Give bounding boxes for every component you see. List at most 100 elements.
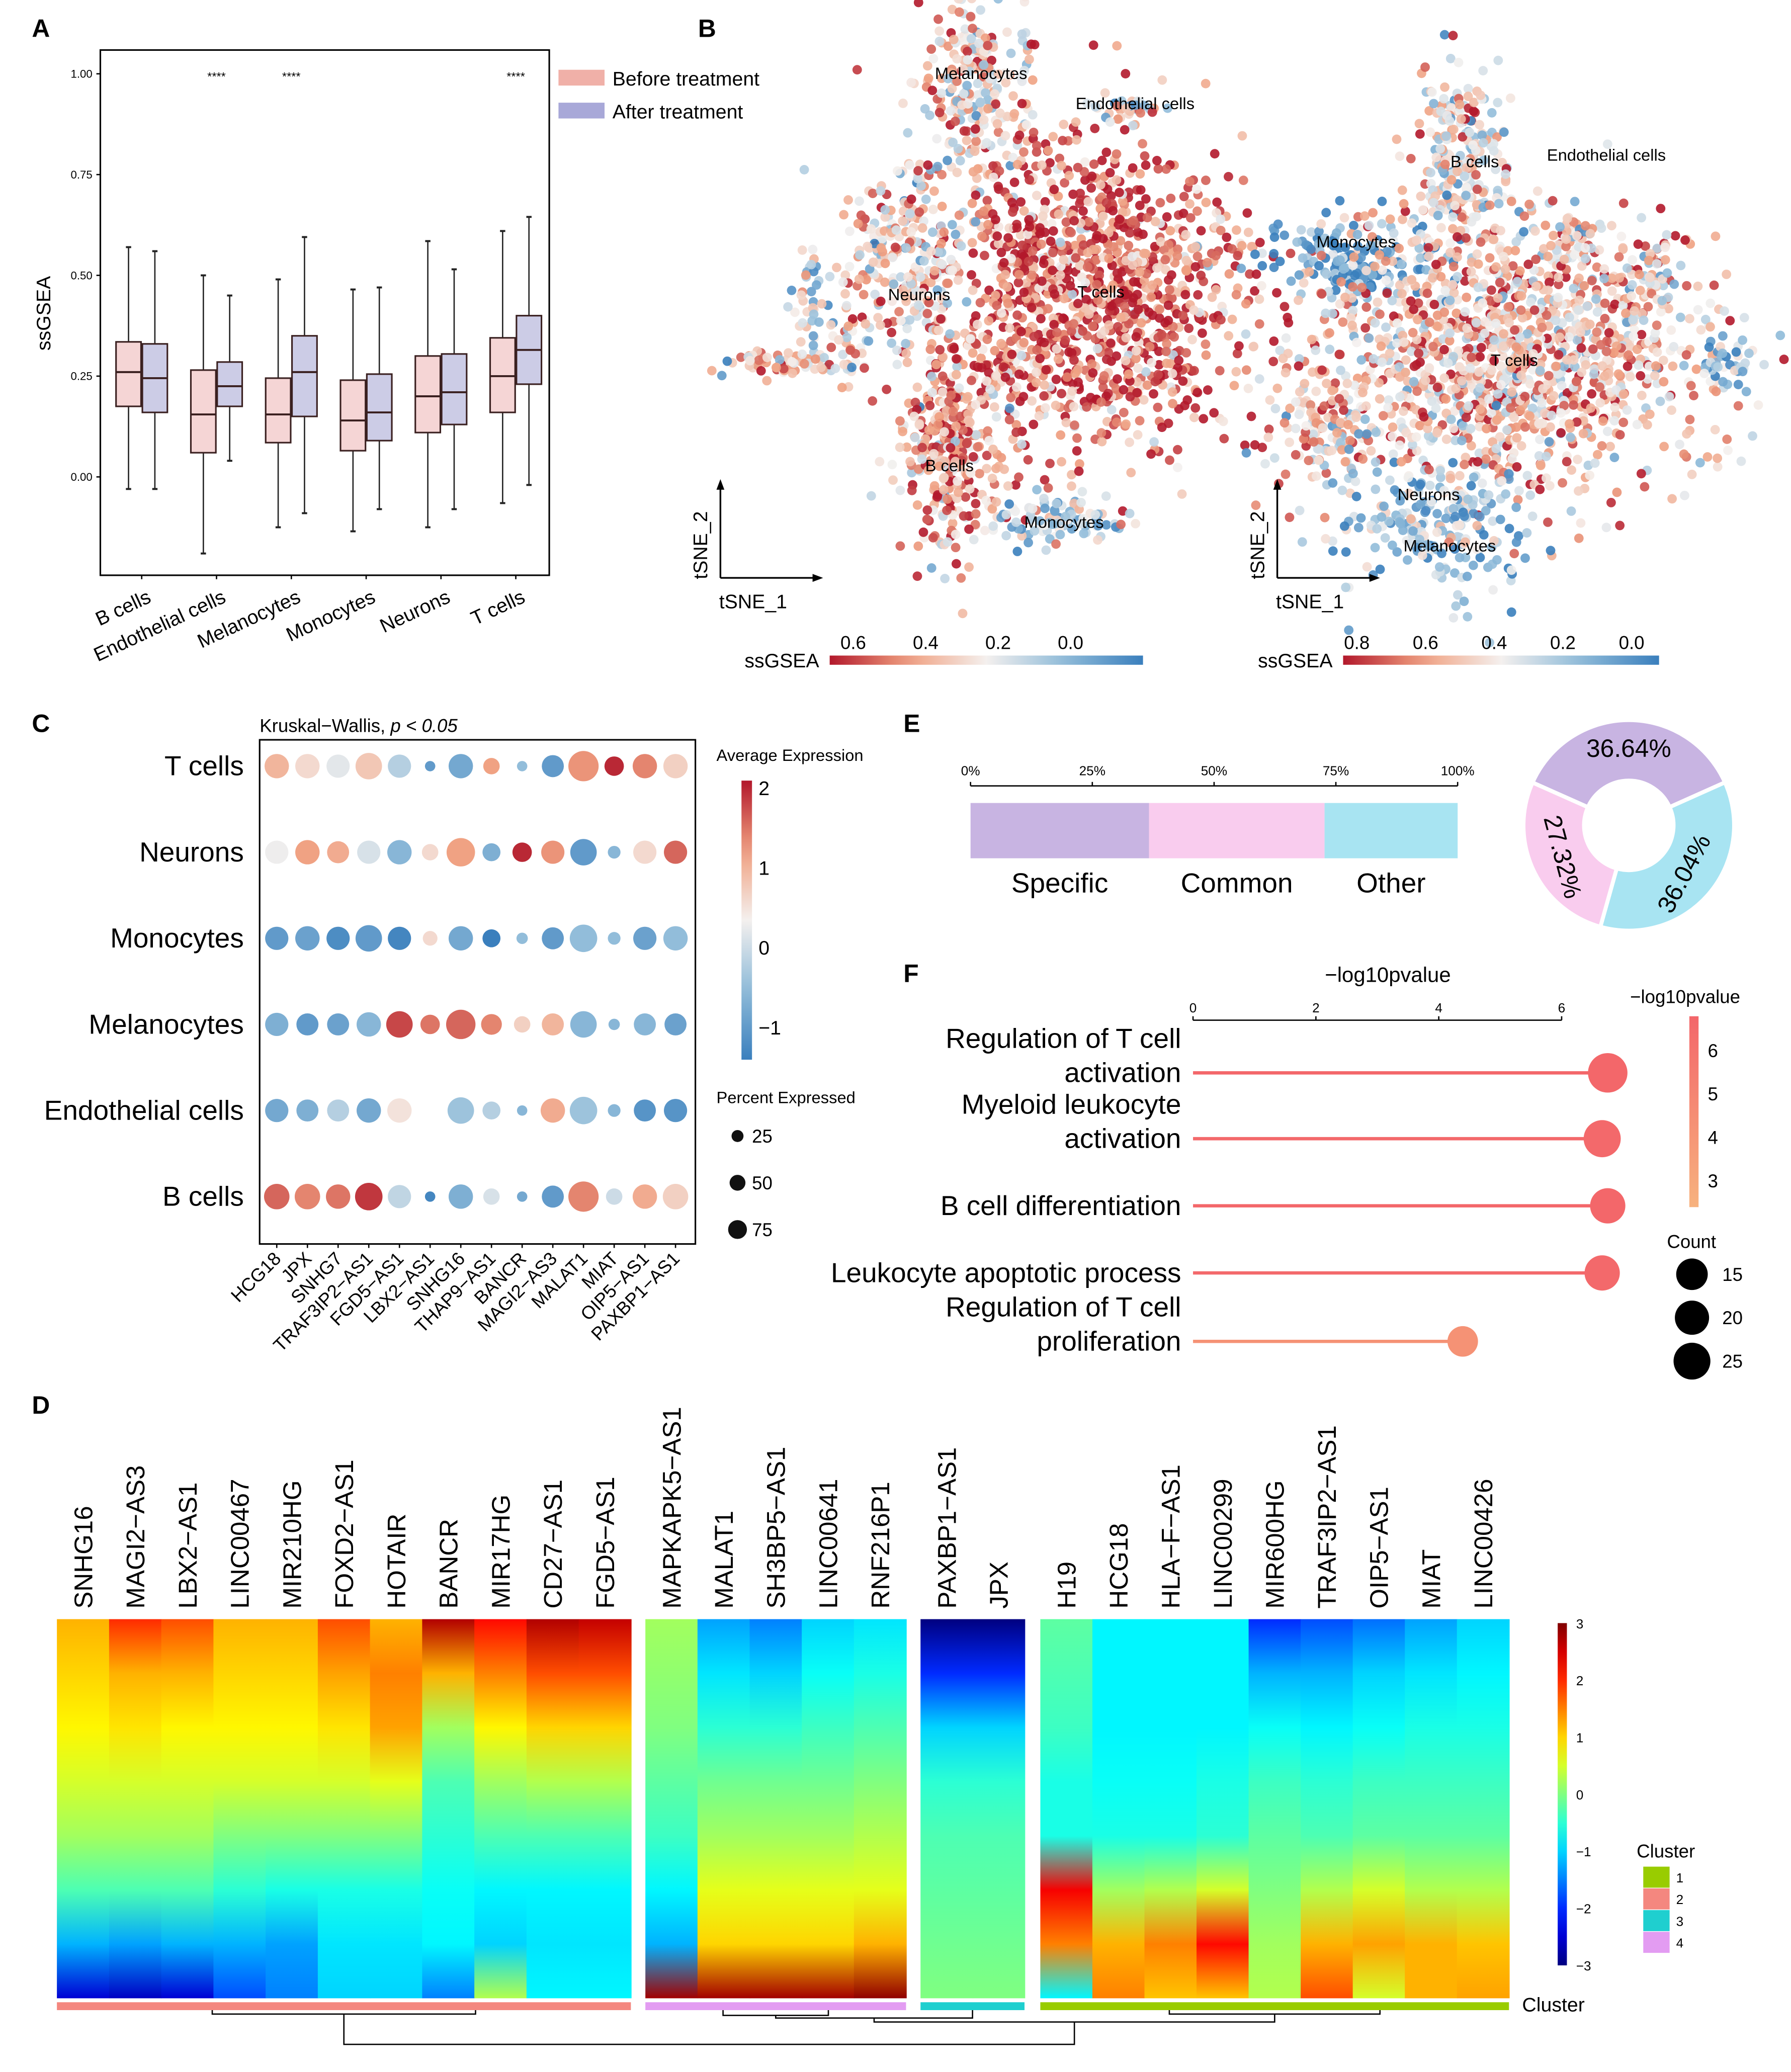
cell-point <box>864 336 874 346</box>
cell-point <box>1043 146 1053 155</box>
cell-point <box>1463 612 1473 622</box>
cell-point <box>1738 335 1748 345</box>
cell-point <box>1371 427 1381 438</box>
cell-point <box>1580 243 1590 253</box>
cell-point <box>1112 268 1122 278</box>
cell-point <box>1544 278 1554 287</box>
arrow-right-icon <box>812 574 823 582</box>
box-before <box>115 341 142 407</box>
cell-point <box>843 321 854 331</box>
lollipop-point <box>1590 1188 1626 1224</box>
cell-point <box>942 505 952 515</box>
cell-point <box>1207 292 1217 302</box>
cell-point <box>1013 278 1024 288</box>
cell-point <box>1058 313 1068 323</box>
cell-point <box>1623 362 1633 371</box>
cell-point <box>1377 197 1387 206</box>
cell-point <box>1609 348 1619 358</box>
cell-point <box>1034 411 1044 421</box>
cell-point <box>1445 247 1455 257</box>
cell-point <box>1401 355 1411 365</box>
cell-point <box>1543 517 1553 527</box>
cell-point <box>876 296 886 306</box>
cell-point <box>999 464 1009 474</box>
cell-point <box>1156 237 1166 247</box>
expression-dot <box>388 926 411 950</box>
cell-point <box>987 473 997 483</box>
cell-point <box>1067 386 1077 396</box>
cell-point <box>1415 479 1425 489</box>
cell-point <box>1484 394 1494 404</box>
cell-point <box>1444 116 1455 126</box>
cell-point <box>1101 491 1111 501</box>
cell-point <box>974 38 984 48</box>
cell-point <box>1067 524 1077 534</box>
cell-point <box>1222 232 1232 242</box>
cell-point <box>1389 457 1399 467</box>
cell-point <box>1346 313 1356 323</box>
cell-point <box>983 104 993 114</box>
cell-point <box>1466 441 1476 451</box>
enrichment-panel: −log10pvalue −log10pvalue Count 0 2 4 6Regu… <box>831 963 1743 1380</box>
cell-point <box>1679 361 1689 371</box>
cell-point <box>1017 29 1027 39</box>
cell-point <box>866 224 876 234</box>
cell-point <box>1040 403 1050 413</box>
cell-point <box>982 334 992 344</box>
color-legend-title: −log10pvalue <box>1630 987 1740 1007</box>
cell-point <box>1670 231 1680 241</box>
cell-point <box>1491 444 1501 454</box>
cell-point <box>922 505 932 515</box>
cell-point <box>1015 230 1026 240</box>
cell-point <box>977 231 987 241</box>
cell-point <box>1121 332 1131 342</box>
expression-dot <box>632 1184 657 1209</box>
cell-point <box>1231 367 1241 377</box>
colorbar-tick: 1 <box>758 857 770 880</box>
cell-point <box>1168 399 1177 408</box>
cell-point <box>1118 196 1128 206</box>
cell-point <box>880 277 890 287</box>
cell-point <box>1407 218 1417 228</box>
cell-point <box>1012 310 1022 320</box>
cell-point <box>1517 313 1527 323</box>
cell-point <box>1039 337 1049 348</box>
cell-point <box>1031 378 1041 388</box>
cell-point <box>1300 379 1310 389</box>
cell-point <box>1023 455 1033 465</box>
cell-point <box>952 76 962 86</box>
cell-point <box>990 89 1000 99</box>
size-legend-label: 20 <box>1722 1308 1743 1328</box>
heatmap-column <box>266 1619 319 1999</box>
cell-point <box>1131 346 1141 356</box>
cell-point <box>1216 214 1226 224</box>
cell-point <box>1009 178 1019 187</box>
cell-point <box>1039 391 1049 401</box>
cell-point <box>1406 296 1416 306</box>
cell-point <box>1398 406 1408 416</box>
cell-point <box>1513 495 1523 505</box>
cell-point <box>1106 405 1117 415</box>
cell-point <box>1030 526 1040 536</box>
cell-point <box>993 239 1003 248</box>
cell-point <box>1032 141 1042 150</box>
cell-point <box>876 243 886 253</box>
cell-point <box>927 372 936 382</box>
box-after <box>216 361 243 407</box>
cell-point <box>1581 360 1591 370</box>
cell-point <box>1657 296 1667 306</box>
cell-point <box>1465 127 1475 137</box>
expression-dot <box>608 932 621 945</box>
cell-point <box>1569 355 1579 365</box>
cell-point <box>889 279 899 289</box>
cell-point <box>873 313 883 323</box>
row-label: T cells <box>164 750 244 782</box>
colorbar-tick: 0.2 <box>985 632 1011 653</box>
cell-point <box>1163 300 1173 310</box>
cell-point <box>1163 315 1173 325</box>
cell-point <box>1615 521 1625 531</box>
cell-point <box>1201 198 1211 207</box>
cell-point <box>992 231 1002 241</box>
cell-point <box>923 160 933 170</box>
cell-point <box>962 297 972 307</box>
